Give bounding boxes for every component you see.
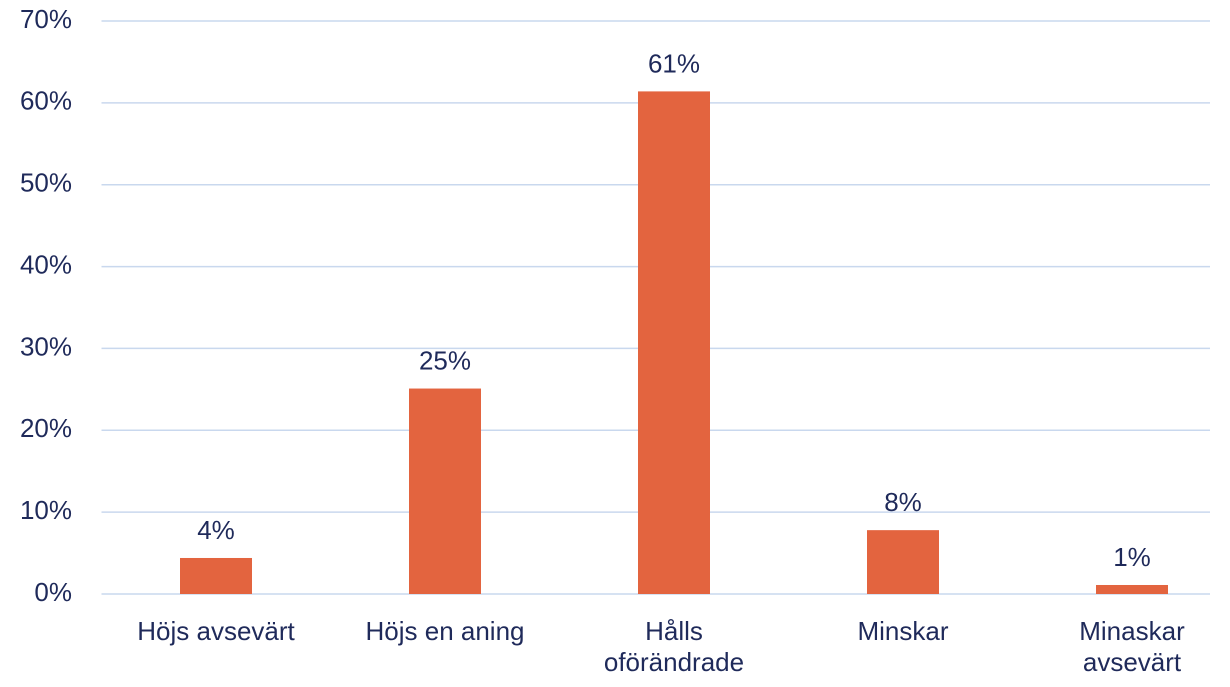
y-tick-label: 0% [34,577,72,607]
data-label: 1% [1113,542,1151,572]
bar [867,530,939,594]
y-tick-label: 40% [20,249,72,279]
y-tick-label: 50% [20,168,72,198]
bar [1096,584,1168,594]
bar [638,91,710,594]
data-label: 4% [197,515,235,545]
x-tick-label: Hålls oförändrade [603,616,745,677]
bar [180,557,252,594]
x-tick-label: Höjs avsevärt [137,616,295,646]
y-tick-label: 30% [20,331,72,361]
y-tick-label: 10% [20,495,72,525]
x-tick-label: Minskar [857,616,949,646]
x-tick-label: Höjs en aning [365,616,525,646]
y-tick-label: 70% [20,4,72,34]
bar [409,388,481,594]
data-label: 61% [648,48,700,78]
y-tick-label: 20% [20,413,72,443]
data-label: 25% [419,345,471,375]
y-tick-label: 60% [20,86,72,116]
data-label: 8% [884,487,922,517]
x-tick-label: Minaskar avsevärt [1079,616,1185,677]
